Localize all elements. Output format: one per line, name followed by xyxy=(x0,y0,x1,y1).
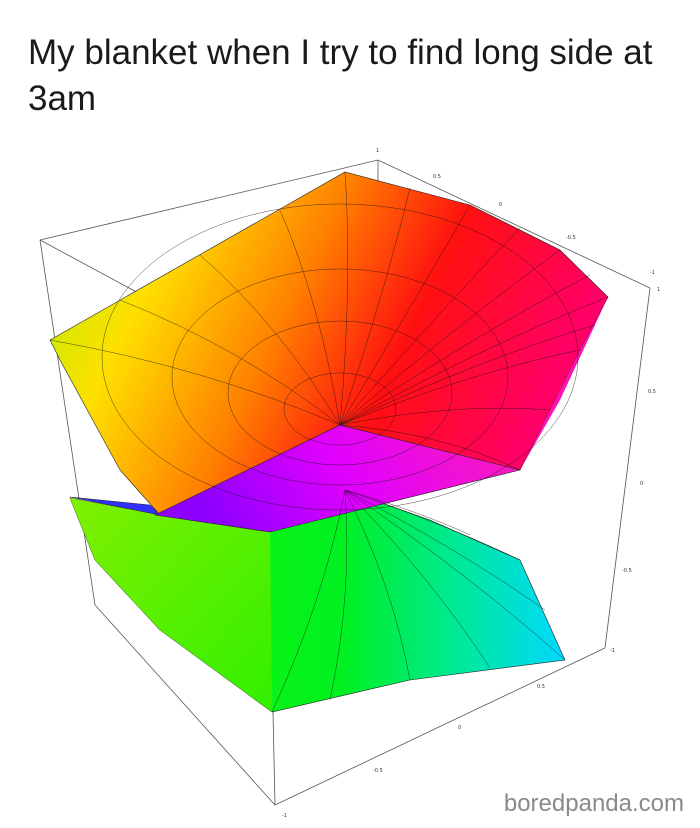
mesh-line xyxy=(339,349,581,426)
meme-caption: My blanket when I try to find long side … xyxy=(28,33,653,118)
mesh-line xyxy=(339,187,411,426)
mesh-line xyxy=(344,489,411,681)
mesh-line xyxy=(49,339,341,426)
svg-text:0.5: 0.5 xyxy=(537,684,545,690)
mesh-line xyxy=(329,489,348,701)
mesh-ring xyxy=(283,372,397,446)
mesh-ring xyxy=(101,203,579,511)
bottom-axis-ticks: 0.5 0 -0.5 -1 xyxy=(282,684,545,819)
mesh-line xyxy=(279,209,341,426)
mesh-line xyxy=(339,249,561,426)
mesh-ring xyxy=(227,320,453,466)
svg-text:0: 0 xyxy=(499,202,502,208)
svg-text:1: 1 xyxy=(657,287,660,293)
mesh-ring xyxy=(171,268,509,486)
mesh-line xyxy=(344,489,491,669)
mesh-line xyxy=(339,407,551,426)
watermark: boredpanda.com xyxy=(503,790,684,817)
svg-text:-0.5: -0.5 xyxy=(622,568,632,574)
mesh-line xyxy=(344,489,521,561)
svg-text:-0.5: -0.5 xyxy=(566,235,576,241)
svg-text:1: 1 xyxy=(376,148,379,154)
mesh-line xyxy=(339,204,471,426)
mesh-line xyxy=(119,299,341,426)
mesh-line xyxy=(339,171,349,426)
mesh-line xyxy=(339,324,596,426)
svg-text:0: 0 xyxy=(458,725,461,731)
svg-text:0.5: 0.5 xyxy=(433,174,441,180)
lower-sheet-left xyxy=(70,498,272,712)
mesh-line xyxy=(344,489,471,536)
svg-text:-1: -1 xyxy=(610,648,615,654)
top-axis-ticks: 1 0.5 0 -0.5 -1 xyxy=(376,148,655,276)
svg-text:-1: -1 xyxy=(650,270,655,276)
mesh-line xyxy=(344,489,566,661)
svg-text:-0.5: -0.5 xyxy=(373,768,383,774)
svg-text:-1: -1 xyxy=(282,813,287,819)
right-axis-ticks: 1 0.5 0 -0.5 -1 xyxy=(610,287,660,654)
mesh-line xyxy=(344,489,546,611)
svg-text:0.5: 0.5 xyxy=(648,389,656,395)
mesh-line xyxy=(339,227,521,426)
mesh-line xyxy=(339,296,609,426)
svg-text:0: 0 xyxy=(640,481,643,487)
mesh-line xyxy=(339,274,591,426)
mesh-line xyxy=(199,254,341,426)
blue-sliver xyxy=(69,496,161,516)
mesh-line xyxy=(271,489,346,713)
mesh-line xyxy=(339,424,521,471)
